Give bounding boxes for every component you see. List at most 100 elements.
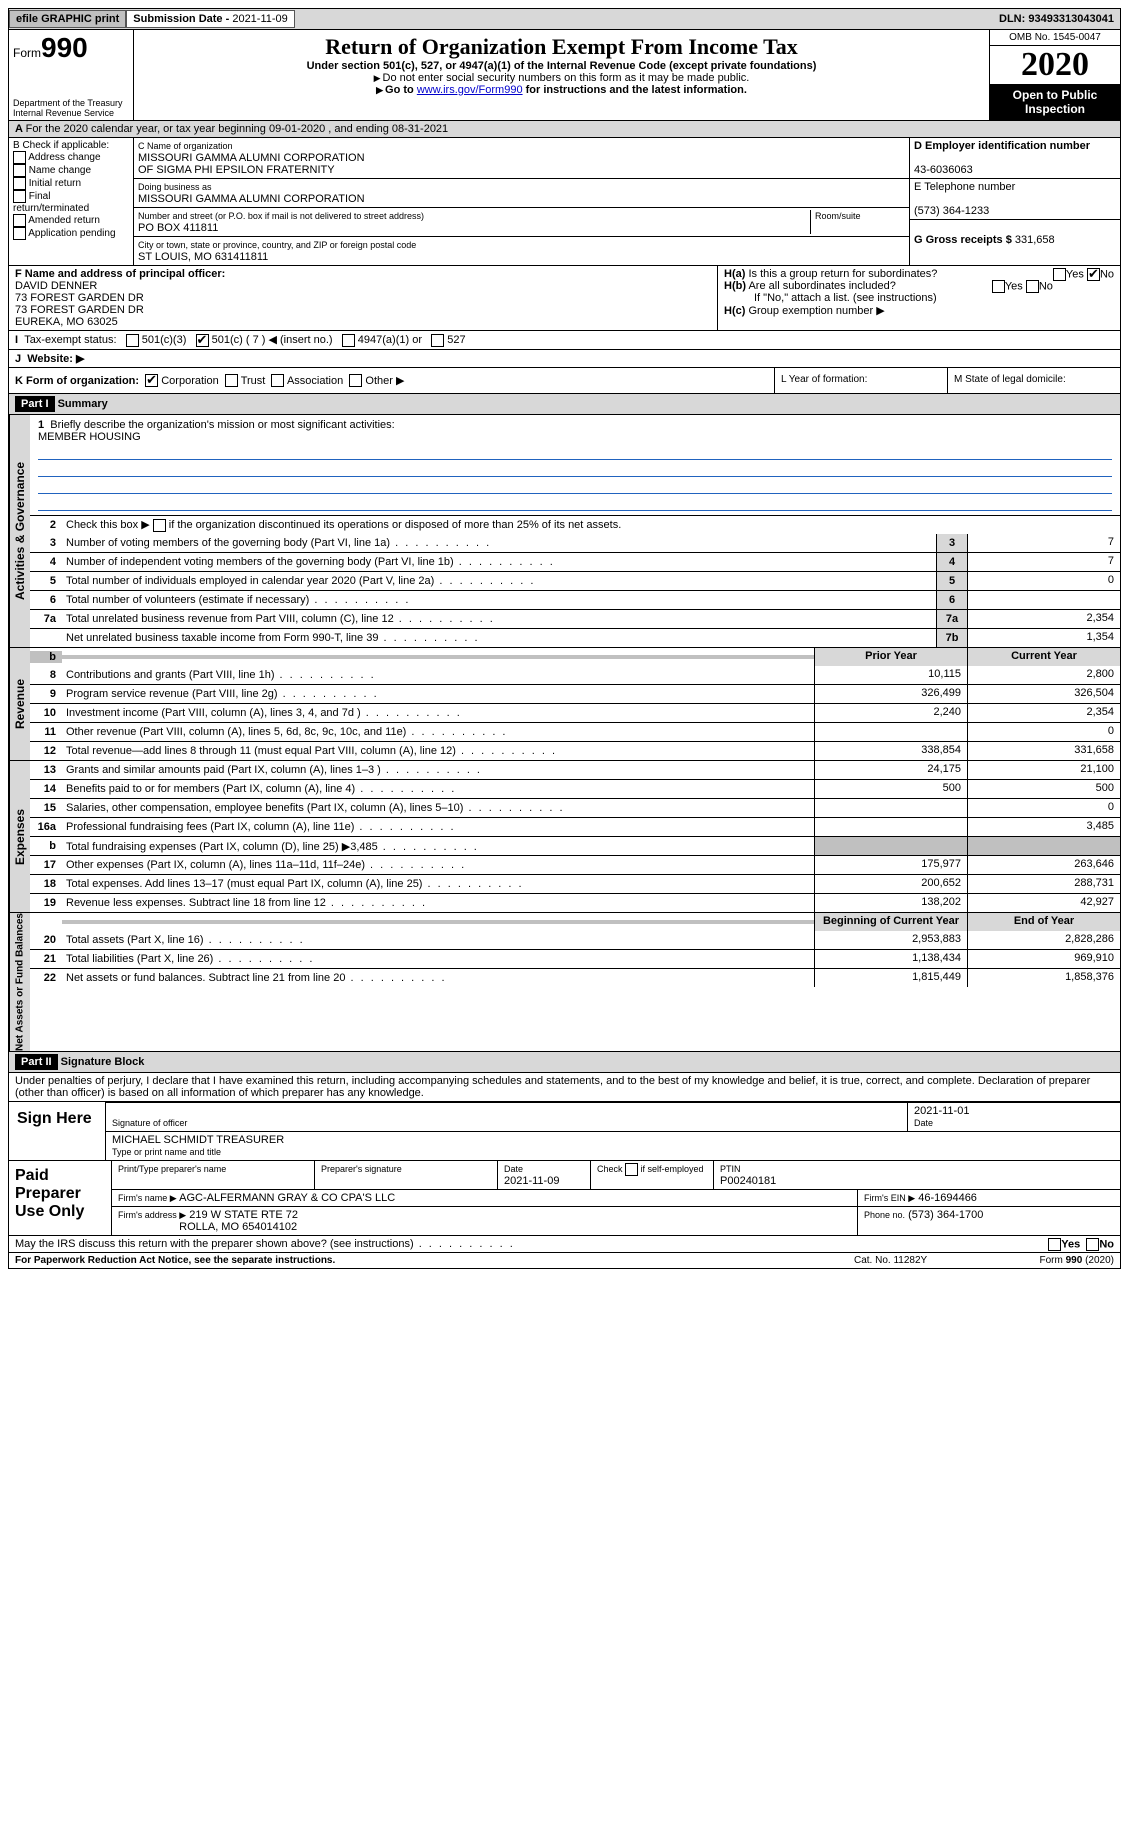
table-row: Net unrelated business taxable income fr… xyxy=(30,628,1120,647)
dba: Doing business as MISSOURI GAMMA ALUMNI … xyxy=(134,179,909,208)
telephone: E Telephone number (573) 364-1233 xyxy=(910,179,1120,220)
open-to-public: Open to Public Inspection xyxy=(990,84,1120,120)
cb-501c3[interactable] xyxy=(126,334,139,347)
part1-revenue: Revenue b Prior Year Current Year 8Contr… xyxy=(8,648,1121,761)
subtitle-3: Go to www.irs.gov/Form990 for instructio… xyxy=(138,84,985,96)
hb-yes[interactable] xyxy=(992,280,1005,293)
table-row: 19Revenue less expenses. Subtract line 1… xyxy=(30,893,1120,912)
ha-yes[interactable] xyxy=(1053,268,1066,281)
section-bcd: B Check if applicable: Address change Na… xyxy=(8,138,1121,266)
table-row: 13Grants and similar amounts paid (Part … xyxy=(30,761,1120,779)
cb-527[interactable] xyxy=(431,334,444,347)
cb-final-return[interactable]: Final return/terminated xyxy=(13,190,129,214)
cb-trust[interactable] xyxy=(225,374,238,387)
ein: D Employer identification number 43-6036… xyxy=(910,138,1120,179)
tab-governance: Activities & Governance xyxy=(9,415,30,647)
row-klm: K Form of organization: Corporation Trus… xyxy=(8,368,1121,395)
cb-self-employed[interactable] xyxy=(625,1163,638,1176)
cb-name-change[interactable]: Name change xyxy=(13,164,129,177)
cb-address-change[interactable]: Address change xyxy=(13,151,129,164)
part1-header: Part I Summary xyxy=(8,394,1121,415)
omb-number: OMB No. 1545-0047 xyxy=(990,30,1120,46)
form-number: Form990 xyxy=(13,32,129,64)
table-row: 3Number of voting members of the governi… xyxy=(30,534,1120,552)
table-row: 18Total expenses. Add lines 13–17 (must … xyxy=(30,874,1120,893)
cb-amended[interactable]: Amended return xyxy=(13,214,129,227)
paid-preparer: Paid Preparer Use Only Print/Type prepar… xyxy=(8,1161,1121,1236)
table-row: 15Salaries, other compensation, employee… xyxy=(30,798,1120,817)
dln: DLN: 93493313043041 xyxy=(993,11,1120,27)
part2-header: Part II Signature Block xyxy=(8,1052,1121,1073)
header-left: Form990 Department of the Treasury Inter… xyxy=(9,30,134,120)
subtitle-1: Under section 501(c), 527, or 4947(a)(1)… xyxy=(138,60,985,72)
cb-pending[interactable]: Application pending xyxy=(13,227,129,240)
table-row: 17Other expenses (Part IX, column (A), l… xyxy=(30,855,1120,874)
table-row: 21Total liabilities (Part X, line 26)1,1… xyxy=(30,949,1120,968)
table-row: 4Number of independent voting members of… xyxy=(30,552,1120,571)
part1-netassets: Net Assets or Fund Balances Beginning of… xyxy=(8,913,1121,1052)
table-row: bTotal fundraising expenses (Part IX, co… xyxy=(30,836,1120,855)
table-row: 16aProfessional fundraising fees (Part I… xyxy=(30,817,1120,836)
part1-expenses: Expenses 13Grants and similar amounts pa… xyxy=(8,761,1121,913)
box-c: C Name of organization MISSOURI GAMMA AL… xyxy=(134,138,909,265)
table-row: 12Total revenue—add lines 8 through 11 (… xyxy=(30,741,1120,760)
box-k: K Form of organization: Corporation Trus… xyxy=(9,368,774,394)
form-header: Form990 Department of the Treasury Inter… xyxy=(8,30,1121,121)
cb-corp[interactable] xyxy=(145,374,158,387)
row-j: J Website: ▶ xyxy=(8,350,1121,368)
table-row: 14Benefits paid to or for members (Part … xyxy=(30,779,1120,798)
irs-link[interactable]: www.irs.gov/Form990 xyxy=(417,84,523,96)
cb-assoc[interactable] xyxy=(271,374,284,387)
tab-revenue: Revenue xyxy=(9,648,30,760)
header-right: OMB No. 1545-0047 2020 Open to Public In… xyxy=(989,30,1120,120)
box-f: F Name and address of principal officer:… xyxy=(9,266,717,330)
tab-netassets: Net Assets or Fund Balances xyxy=(9,913,30,1051)
ha-no[interactable] xyxy=(1087,268,1100,281)
cb-initial-return[interactable]: Initial return xyxy=(13,177,129,190)
discuss-no[interactable] xyxy=(1086,1238,1099,1251)
discuss-row: May the IRS discuss this return with the… xyxy=(8,1236,1121,1253)
table-row: 11Other revenue (Part VIII, column (A), … xyxy=(30,722,1120,741)
submission-date: Submission Date - 2021-11-09 xyxy=(126,10,294,28)
col-header-rev: b Prior Year Current Year xyxy=(30,648,1120,666)
declaration: Under penalties of perjury, I declare th… xyxy=(8,1073,1121,1102)
tab-expenses: Expenses xyxy=(9,761,30,912)
form-title: Return of Organization Exempt From Incom… xyxy=(138,34,985,60)
dept-treasury: Department of the Treasury Internal Reve… xyxy=(13,98,129,118)
line-1: 1 Briefly describe the organization's mi… xyxy=(30,415,1120,515)
box-h: H(a) Is this a group return for subordin… xyxy=(717,266,1120,330)
cb-4947[interactable] xyxy=(342,334,355,347)
cb-501c[interactable] xyxy=(196,334,209,347)
row-a-tax-year: A For the 2020 calendar year, or tax yea… xyxy=(8,121,1121,138)
gross-receipts: G Gross receipts $ 331,658 xyxy=(910,220,1120,248)
tax-year: 2020 xyxy=(990,46,1120,84)
header-title: Return of Organization Exempt From Incom… xyxy=(134,30,989,120)
cb-discontinued[interactable] xyxy=(153,519,166,532)
cb-other[interactable] xyxy=(349,374,362,387)
row-i: I Tax-exempt status: 501(c)(3) 501(c) ( … xyxy=(8,331,1121,350)
org-name: C Name of organization MISSOURI GAMMA AL… xyxy=(134,138,909,179)
col-header-net: Beginning of Current Year End of Year xyxy=(30,913,1120,931)
hb-no[interactable] xyxy=(1026,280,1039,293)
top-toolbar: efile GRAPHIC print Submission Date - 20… xyxy=(8,8,1121,30)
table-row: 6Total number of volunteers (estimate if… xyxy=(30,590,1120,609)
line-2: 2 Check this box ▶ if the organization d… xyxy=(30,515,1120,534)
section-fh: F Name and address of principal officer:… xyxy=(8,266,1121,331)
box-b: B Check if applicable: Address change Na… xyxy=(9,138,134,265)
table-row: 7aTotal unrelated business revenue from … xyxy=(30,609,1120,628)
part1-governance: Activities & Governance 1 Briefly descri… xyxy=(8,415,1121,648)
table-row: 22Net assets or fund balances. Subtract … xyxy=(30,968,1120,987)
table-row: 5Total number of individuals employed in… xyxy=(30,571,1120,590)
table-row: 10Investment income (Part VIII, column (… xyxy=(30,703,1120,722)
box-m: M State of legal domicile: xyxy=(947,368,1120,394)
efile-print-button[interactable]: efile GRAPHIC print xyxy=(9,10,126,28)
table-row: 20Total assets (Part X, line 16)2,953,88… xyxy=(30,931,1120,949)
table-row: 8Contributions and grants (Part VIII, li… xyxy=(30,666,1120,684)
sign-here: Sign Here Signature of officer 2021-11-0… xyxy=(8,1102,1121,1161)
box-d: D Employer identification number 43-6036… xyxy=(909,138,1120,265)
city-row: City or town, state or province, country… xyxy=(134,237,909,265)
page-footer: For Paperwork Reduction Act Notice, see … xyxy=(8,1253,1121,1269)
address-row: Number and street (or P.O. box if mail i… xyxy=(134,208,909,237)
discuss-yes[interactable] xyxy=(1048,1238,1061,1251)
table-row: 9Program service revenue (Part VIII, lin… xyxy=(30,684,1120,703)
